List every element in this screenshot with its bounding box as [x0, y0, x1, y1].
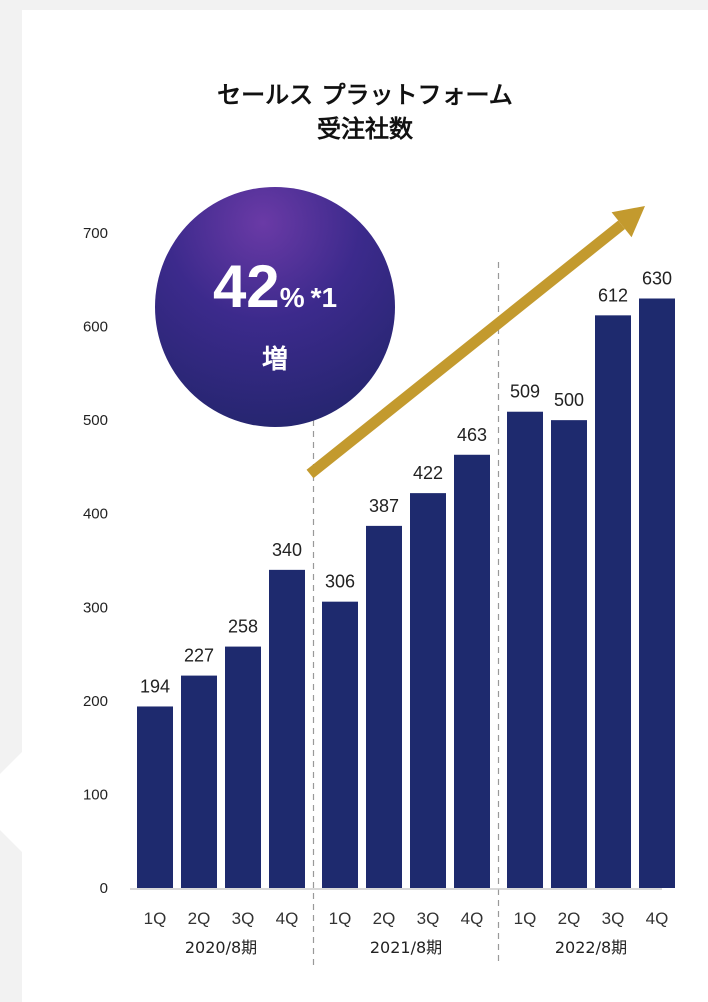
growth-arrow — [306, 206, 645, 479]
bar-value-label: 258 — [228, 617, 258, 637]
period-label: 2022/8期 — [555, 938, 627, 957]
x-axis-categories: 1Q 2Q 3Q 4Q 1Q 2Q 3Q 4Q 1Q 2Q 3Q 4Q — [144, 909, 669, 928]
period-dividers — [312, 262, 500, 965]
bar-value-label: 509 — [510, 382, 540, 402]
x-tick-label: 3Q — [232, 909, 255, 928]
bar-value-label: 340 — [272, 540, 302, 560]
bar-value-label: 500 — [554, 390, 584, 410]
growth-badge-main: 42% *1 — [155, 257, 395, 317]
bar — [507, 411, 543, 888]
y-tick-label: 700 — [83, 225, 108, 242]
bar — [322, 601, 358, 888]
x-tick-label: 2Q — [188, 909, 211, 928]
chart-card — [22, 10, 708, 1002]
y-tick-label: 600 — [83, 319, 108, 336]
chart-title-line-1: セールス プラットフォーム — [217, 81, 513, 109]
y-tick-label: 0 — [100, 880, 108, 897]
card-notch — [0, 752, 22, 852]
x-tick-label: 2Q — [373, 909, 396, 928]
bar-value-label: 630 — [642, 269, 672, 289]
y-tick-label: 500 — [83, 412, 108, 429]
bar — [595, 315, 631, 888]
period-label: 2020/8期 — [185, 938, 257, 957]
period-labels: 2020/8期 2021/8期 2022/8期 — [185, 938, 627, 957]
chart-title-line-2: 受注社数 — [317, 115, 413, 143]
growth-arrow-head — [611, 206, 645, 238]
y-axis: 0 100 200 300 400 500 600 700 — [83, 225, 108, 897]
bar-value-label: 463 — [457, 425, 487, 445]
x-tick-label: 1Q — [514, 909, 537, 928]
growth-badge: 42% *1 増 — [155, 187, 395, 427]
value-labels: 194 227 258 340 306 387 422 463 509 500 612 630 — [140, 269, 672, 697]
bar-value-label: 612 — [598, 285, 628, 305]
growth-badge-footnote: *1 — [310, 282, 338, 313]
growth-badge-unit: % — [279, 282, 305, 313]
x-tick-label: 1Q — [144, 909, 167, 928]
growth-badge-label: 増 — [261, 345, 288, 375]
bar — [269, 569, 305, 888]
period-label: 2021/8期 — [370, 938, 442, 957]
growth-badge-value: 42 — [212, 253, 280, 320]
bar — [366, 525, 402, 888]
bar-value-label: 194 — [140, 676, 170, 696]
bar — [639, 298, 675, 888]
chart-title: セールス プラットフォーム 受注社数 — [22, 78, 708, 146]
y-tick-label: 300 — [83, 599, 108, 616]
bar-value-label: 306 — [325, 572, 355, 592]
bar — [551, 420, 587, 888]
bar — [181, 675, 217, 888]
bar-value-label: 227 — [184, 646, 214, 666]
x-tick-label: 1Q — [329, 909, 352, 928]
y-tick-label: 400 — [83, 506, 108, 523]
y-tick-label: 100 — [83, 786, 108, 803]
bar — [137, 706, 173, 888]
bar — [225, 646, 261, 888]
x-tick-label: 4Q — [276, 909, 299, 928]
x-tick-label: 3Q — [602, 909, 625, 928]
x-tick-label: 4Q — [461, 909, 484, 928]
bars — [137, 298, 675, 888]
bar — [454, 454, 490, 888]
x-tick-label: 3Q — [417, 909, 440, 928]
growth-arrow-shaft — [306, 220, 626, 479]
x-tick-label: 2Q — [558, 909, 581, 928]
bar-value-label: 387 — [369, 496, 399, 516]
bar — [410, 493, 446, 888]
y-tick-label: 200 — [83, 693, 108, 710]
x-tick-label: 4Q — [646, 909, 669, 928]
bar-value-label: 422 — [413, 463, 443, 483]
